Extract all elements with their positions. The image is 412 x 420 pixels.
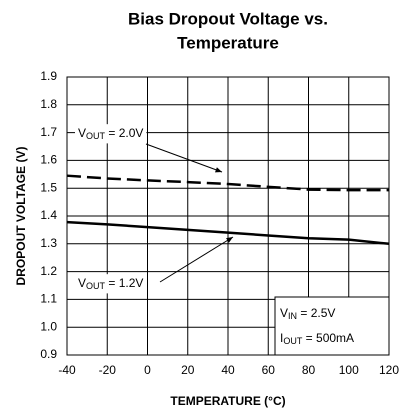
y-tick-label: 1.1 bbox=[40, 292, 57, 306]
subscript: IN bbox=[288, 311, 297, 321]
label-part: V bbox=[280, 306, 288, 320]
series-label: VOUT = 2.0V bbox=[75, 124, 147, 144]
label-background bbox=[75, 124, 147, 144]
label-part: = 500mA bbox=[302, 331, 354, 345]
y-tick-label: 1.0 bbox=[40, 319, 57, 333]
condition-label-text: VIN = 2.5V bbox=[280, 306, 335, 321]
series-label-text: VOUT = 1.2V bbox=[78, 276, 143, 291]
condition-label: IOUT = 500mA bbox=[280, 331, 354, 346]
series-label-text: VOUT = 2.0V bbox=[78, 126, 143, 141]
y-tick-label: 1.3 bbox=[40, 236, 57, 250]
label-part: = 2.5V bbox=[297, 306, 335, 320]
condition-label: VIN = 2.5V bbox=[280, 306, 335, 321]
y-tick-label: 1.7 bbox=[40, 125, 57, 139]
data-line bbox=[66, 174, 389, 192]
y-tick-label: 1.9 bbox=[40, 69, 57, 83]
arrow-head bbox=[226, 237, 233, 243]
x-tick-label: 0 bbox=[144, 363, 151, 377]
series-label: VOUT = 1.2V bbox=[75, 274, 147, 294]
chart-title: Temperature bbox=[177, 33, 279, 52]
arrow-head bbox=[215, 167, 222, 173]
plot-frame bbox=[66, 76, 390, 356]
condition-label-text: IOUT = 500mA bbox=[280, 331, 354, 346]
y-tick-label: 1.4 bbox=[40, 208, 57, 222]
x-tick-label: -40 bbox=[58, 363, 76, 377]
label-part: V bbox=[78, 126, 86, 140]
x-tick-label: 40 bbox=[221, 363, 235, 377]
annotation-arrow bbox=[145, 143, 223, 173]
subscript: OUT bbox=[86, 281, 106, 291]
label-part: V bbox=[78, 276, 86, 290]
y-tick-label: 1.5 bbox=[40, 180, 57, 194]
x-tick-label: -20 bbox=[99, 363, 117, 377]
x-tick-label: 80 bbox=[302, 363, 316, 377]
y-tick-label: 1.2 bbox=[40, 264, 57, 278]
label-part: = 1.2V bbox=[105, 276, 143, 290]
label-background bbox=[75, 274, 147, 294]
data-line bbox=[66, 220, 390, 246]
label-part: I bbox=[280, 331, 283, 345]
chart-title: Bias Dropout Voltage vs. bbox=[128, 9, 328, 28]
x-tick-label: 100 bbox=[339, 363, 359, 377]
x-tick-label: 20 bbox=[181, 363, 195, 377]
x-axis-title: TEMPERATURE (°C) bbox=[170, 394, 285, 408]
subscript: OUT bbox=[86, 131, 106, 141]
y-tick-label: 1.8 bbox=[40, 97, 57, 111]
annotation-arrow bbox=[159, 236, 234, 283]
y-tick-label: 1.6 bbox=[40, 153, 57, 167]
label-part: = 2.0V bbox=[105, 126, 143, 140]
y-axis-title: DROPOUT VOLTAGE (V) bbox=[14, 147, 28, 286]
x-tick-label: 60 bbox=[262, 363, 276, 377]
subscript: OUT bbox=[283, 336, 303, 346]
x-tick-label: 120 bbox=[379, 363, 399, 377]
conditions-box bbox=[274, 296, 390, 356]
y-tick-label: 0.9 bbox=[40, 347, 57, 361]
